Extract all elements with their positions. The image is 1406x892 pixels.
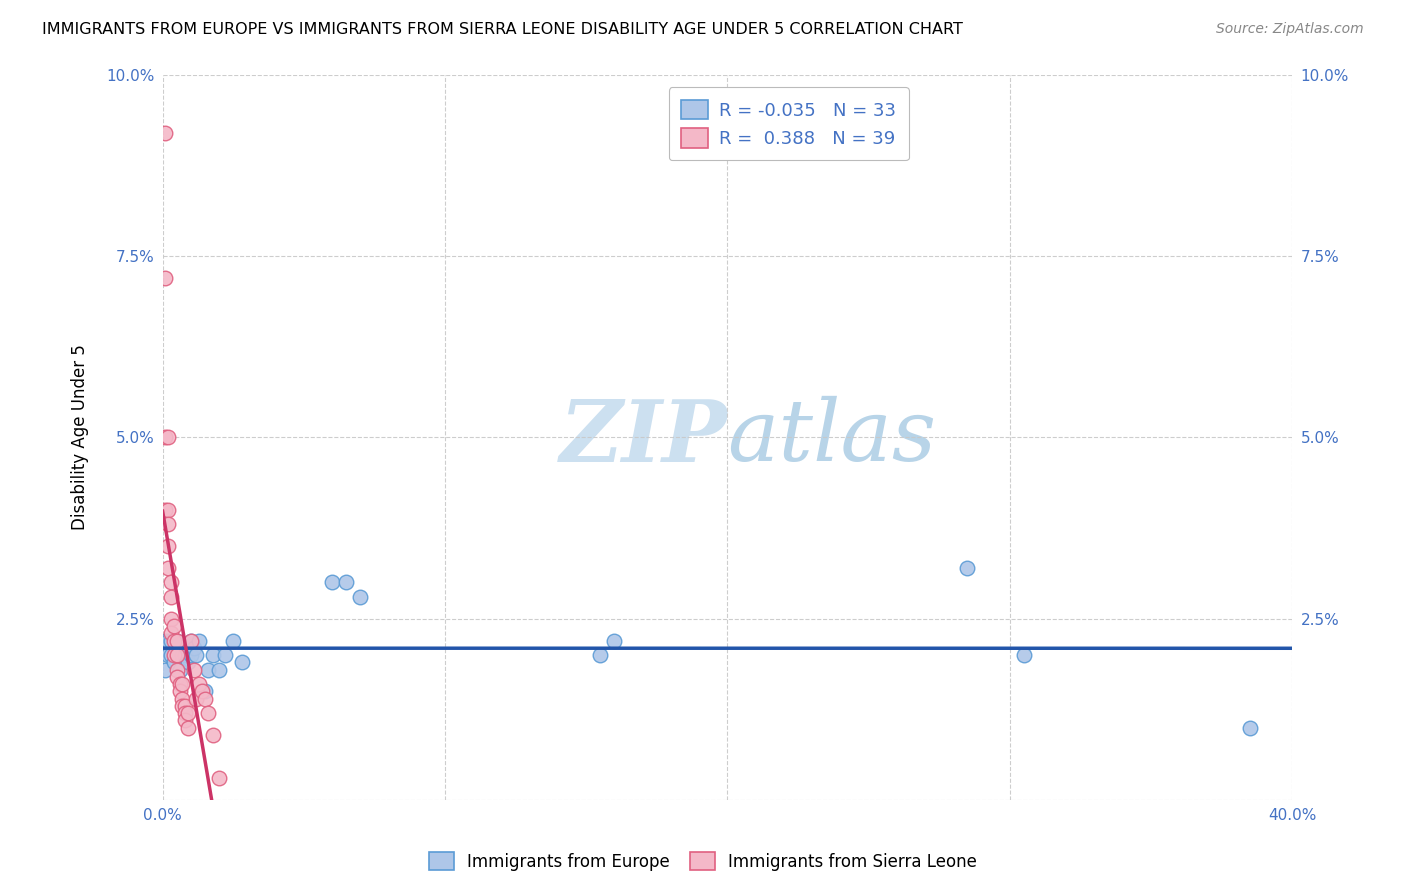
Point: [157, 561, 180, 575]
Point: [155, 633, 177, 648]
Point: [172, 677, 194, 691]
Point: [163, 619, 186, 633]
Point: [172, 648, 194, 662]
Point: [174, 714, 197, 728]
Point: [166, 670, 188, 684]
Point: [956, 561, 979, 575]
Point: [174, 698, 197, 713]
Point: [157, 648, 180, 662]
Point: [174, 648, 197, 662]
Point: [163, 648, 186, 662]
Point: [160, 648, 183, 662]
Point: [603, 633, 626, 648]
Point: [169, 677, 191, 691]
Point: [186, 691, 208, 706]
Point: [157, 633, 180, 648]
Point: [157, 430, 180, 444]
Point: [180, 633, 202, 648]
Point: [155, 270, 177, 285]
Point: [155, 126, 177, 140]
Point: [188, 677, 211, 691]
Point: [349, 590, 371, 604]
Point: [214, 648, 236, 662]
Point: [172, 691, 194, 706]
Y-axis label: Disability Age Under 5: Disability Age Under 5: [72, 344, 89, 530]
Point: [166, 663, 188, 677]
Point: [194, 684, 217, 698]
Text: ZIP: ZIP: [560, 395, 727, 479]
Point: [183, 663, 205, 677]
Point: [183, 640, 205, 655]
Point: [177, 706, 200, 720]
Point: [160, 633, 183, 648]
Point: [166, 633, 188, 648]
Point: [180, 633, 202, 648]
Point: [321, 575, 343, 590]
Point: [155, 663, 177, 677]
Point: [202, 648, 225, 662]
Point: [177, 721, 200, 735]
Legend: R = -0.035   N = 33, R =  0.388   N = 39: R = -0.035 N = 33, R = 0.388 N = 39: [669, 87, 908, 161]
Point: [160, 575, 183, 590]
Point: [188, 633, 211, 648]
Text: IMMIGRANTS FROM EUROPE VS IMMIGRANTS FROM SIERRA LEONE DISABILITY AGE UNDER 5 CO: IMMIGRANTS FROM EUROPE VS IMMIGRANTS FRO…: [42, 22, 963, 37]
Point: [197, 706, 219, 720]
Point: [157, 503, 180, 517]
Point: [191, 684, 214, 698]
Point: [163, 633, 186, 648]
Point: [174, 706, 197, 720]
Point: [202, 728, 225, 742]
Point: [155, 430, 177, 444]
Point: [194, 691, 217, 706]
Point: [1012, 648, 1035, 662]
Point: [160, 612, 183, 626]
Point: [155, 503, 177, 517]
Point: [197, 663, 219, 677]
Point: [157, 539, 180, 553]
Point: [1239, 721, 1261, 735]
Point: [335, 575, 357, 590]
Point: [163, 655, 186, 669]
Point: [160, 626, 183, 640]
Point: [231, 655, 253, 669]
Point: [169, 684, 191, 698]
Point: [160, 590, 183, 604]
Point: [208, 663, 231, 677]
Point: [177, 655, 200, 669]
Point: [169, 663, 191, 677]
Point: [222, 633, 245, 648]
Point: [166, 648, 188, 662]
Point: [589, 648, 612, 662]
Point: [157, 517, 180, 532]
Point: [166, 633, 188, 648]
Legend: Immigrants from Europe, Immigrants from Sierra Leone: Immigrants from Europe, Immigrants from …: [420, 844, 986, 880]
Point: [172, 698, 194, 713]
Point: [208, 772, 231, 786]
Text: Source: ZipAtlas.com: Source: ZipAtlas.com: [1216, 22, 1364, 37]
Point: [166, 648, 188, 662]
Text: atlas: atlas: [727, 396, 936, 479]
Point: [186, 648, 208, 662]
Point: [180, 648, 202, 662]
